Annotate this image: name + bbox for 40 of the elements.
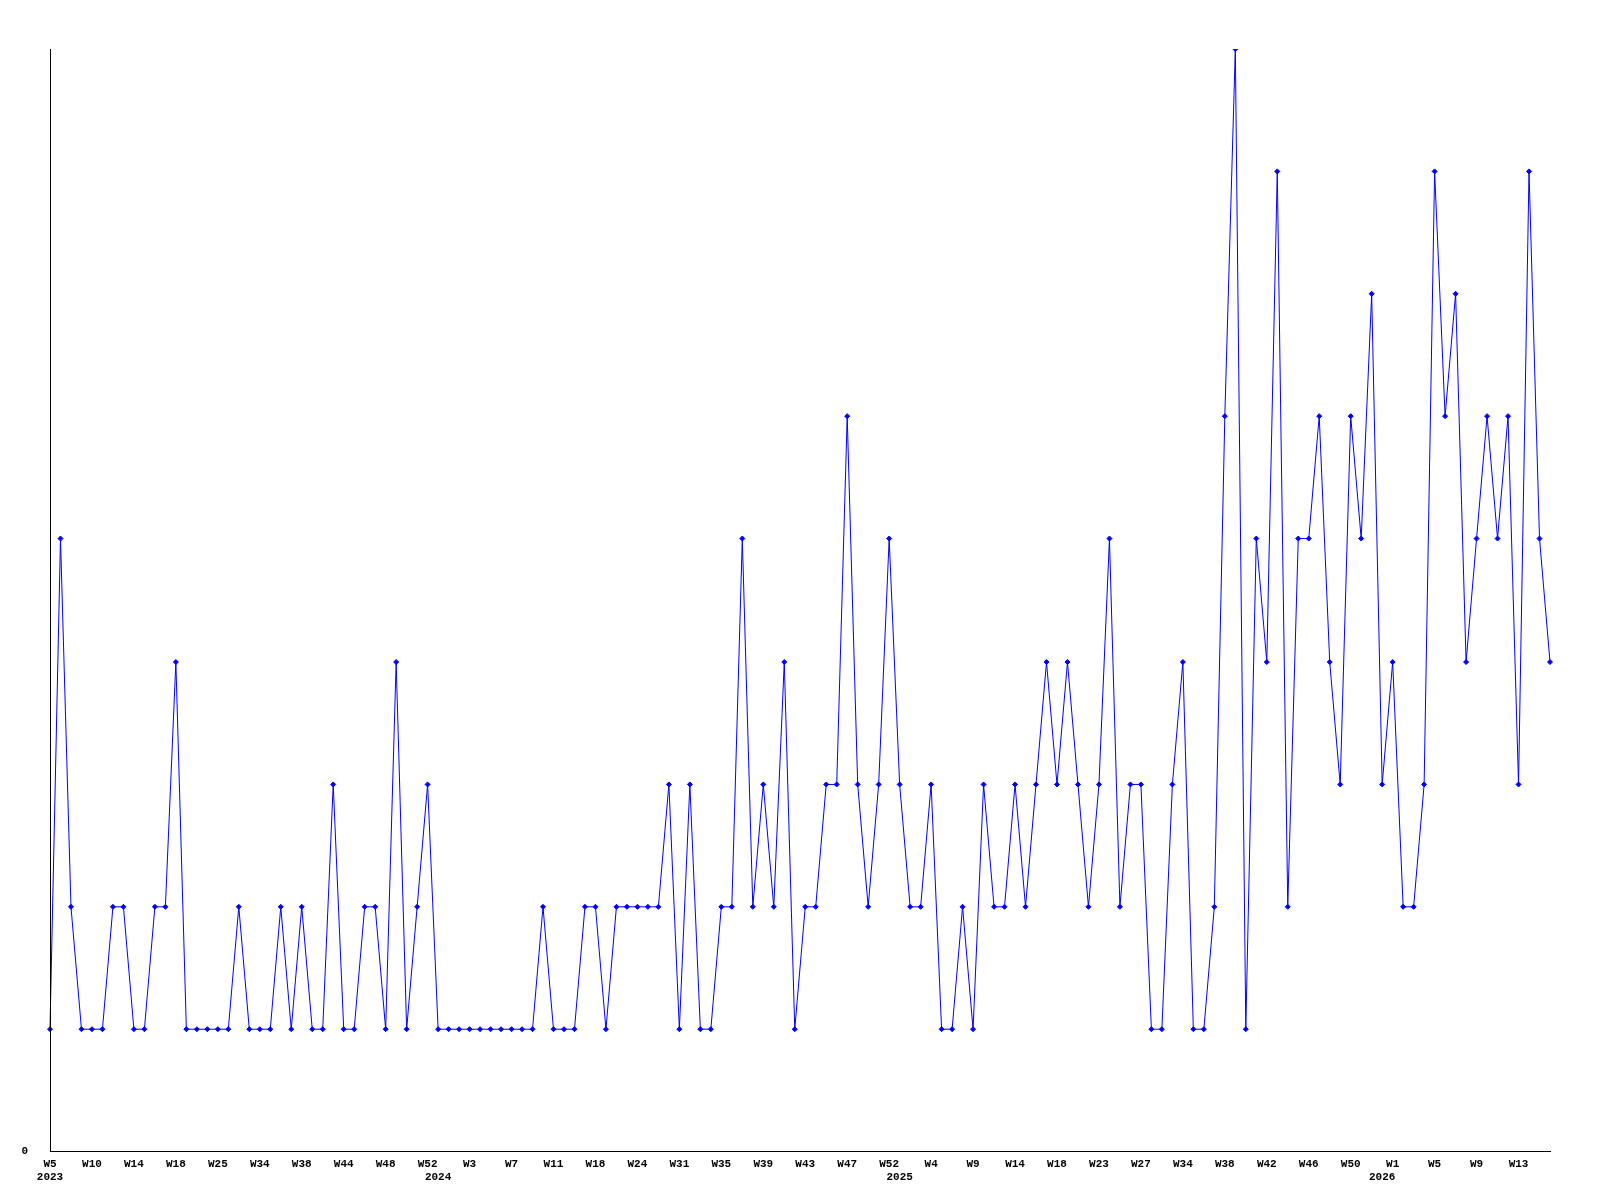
x-tick-label: W18 [585, 1157, 606, 1170]
x-tick-label: W14 [1005, 1157, 1026, 1170]
x-tick-label: W9 [1469, 1157, 1484, 1170]
x-tick-label: W7 [504, 1157, 519, 1170]
x-tick-label: W39 [753, 1157, 774, 1170]
x-tick-label: W43 [795, 1157, 816, 1170]
x-tick-label: W52 [417, 1157, 438, 1170]
x-tick-label: W9 [966, 1157, 980, 1170]
x-tick-label: W18 [165, 1157, 187, 1170]
x-tick-label: W50 [1340, 1157, 1361, 1170]
x-tick-label: W44 [333, 1157, 354, 1170]
x-tick-label: 2026 [1368, 1171, 1396, 1184]
x-tick-label: W48 [375, 1157, 396, 1170]
x-tick-label: W34 [249, 1157, 271, 1170]
x-tick-label: W4 [924, 1157, 939, 1170]
x-tick-label: W11 [543, 1157, 564, 1170]
x-tick-label: W35 [711, 1157, 732, 1170]
x-tick-label: W27 [1131, 1157, 1151, 1170]
x-tick-label: W1 [1386, 1157, 1400, 1170]
x-tick-label: W5 2023 [36, 1157, 64, 1184]
x-tick-label: W38 [1214, 1157, 1236, 1170]
x-tick-label: W24 [627, 1157, 648, 1170]
x-tick-label: W46 [1298, 1157, 1319, 1170]
x-tick-label: W13 [1508, 1157, 1529, 1170]
text: 0 [21, 1145, 28, 1158]
x-tick-label: W34 [1172, 1157, 1194, 1170]
x-tick-label: 2025 [886, 1171, 914, 1184]
x-tick-label: W5 [1428, 1157, 1442, 1170]
x-tick-label: W31 [669, 1157, 690, 1170]
x-tick-label: W42 [1256, 1157, 1277, 1170]
x-tick-label: W47 [837, 1157, 858, 1170]
x-tick-label: W23 [1089, 1157, 1110, 1170]
x-tick-label: W10 [82, 1157, 102, 1170]
x-tick-label: W38 [291, 1157, 313, 1170]
x-tick-label: W3 [462, 1157, 477, 1170]
x-tick-label: 2024 [424, 1171, 452, 1184]
x-tick-label: W52 [879, 1157, 900, 1170]
x-tick-label: W25 [207, 1157, 229, 1170]
x-tick-label: W14 [124, 1157, 145, 1170]
x-tick-label: W18 [1047, 1157, 1068, 1170]
